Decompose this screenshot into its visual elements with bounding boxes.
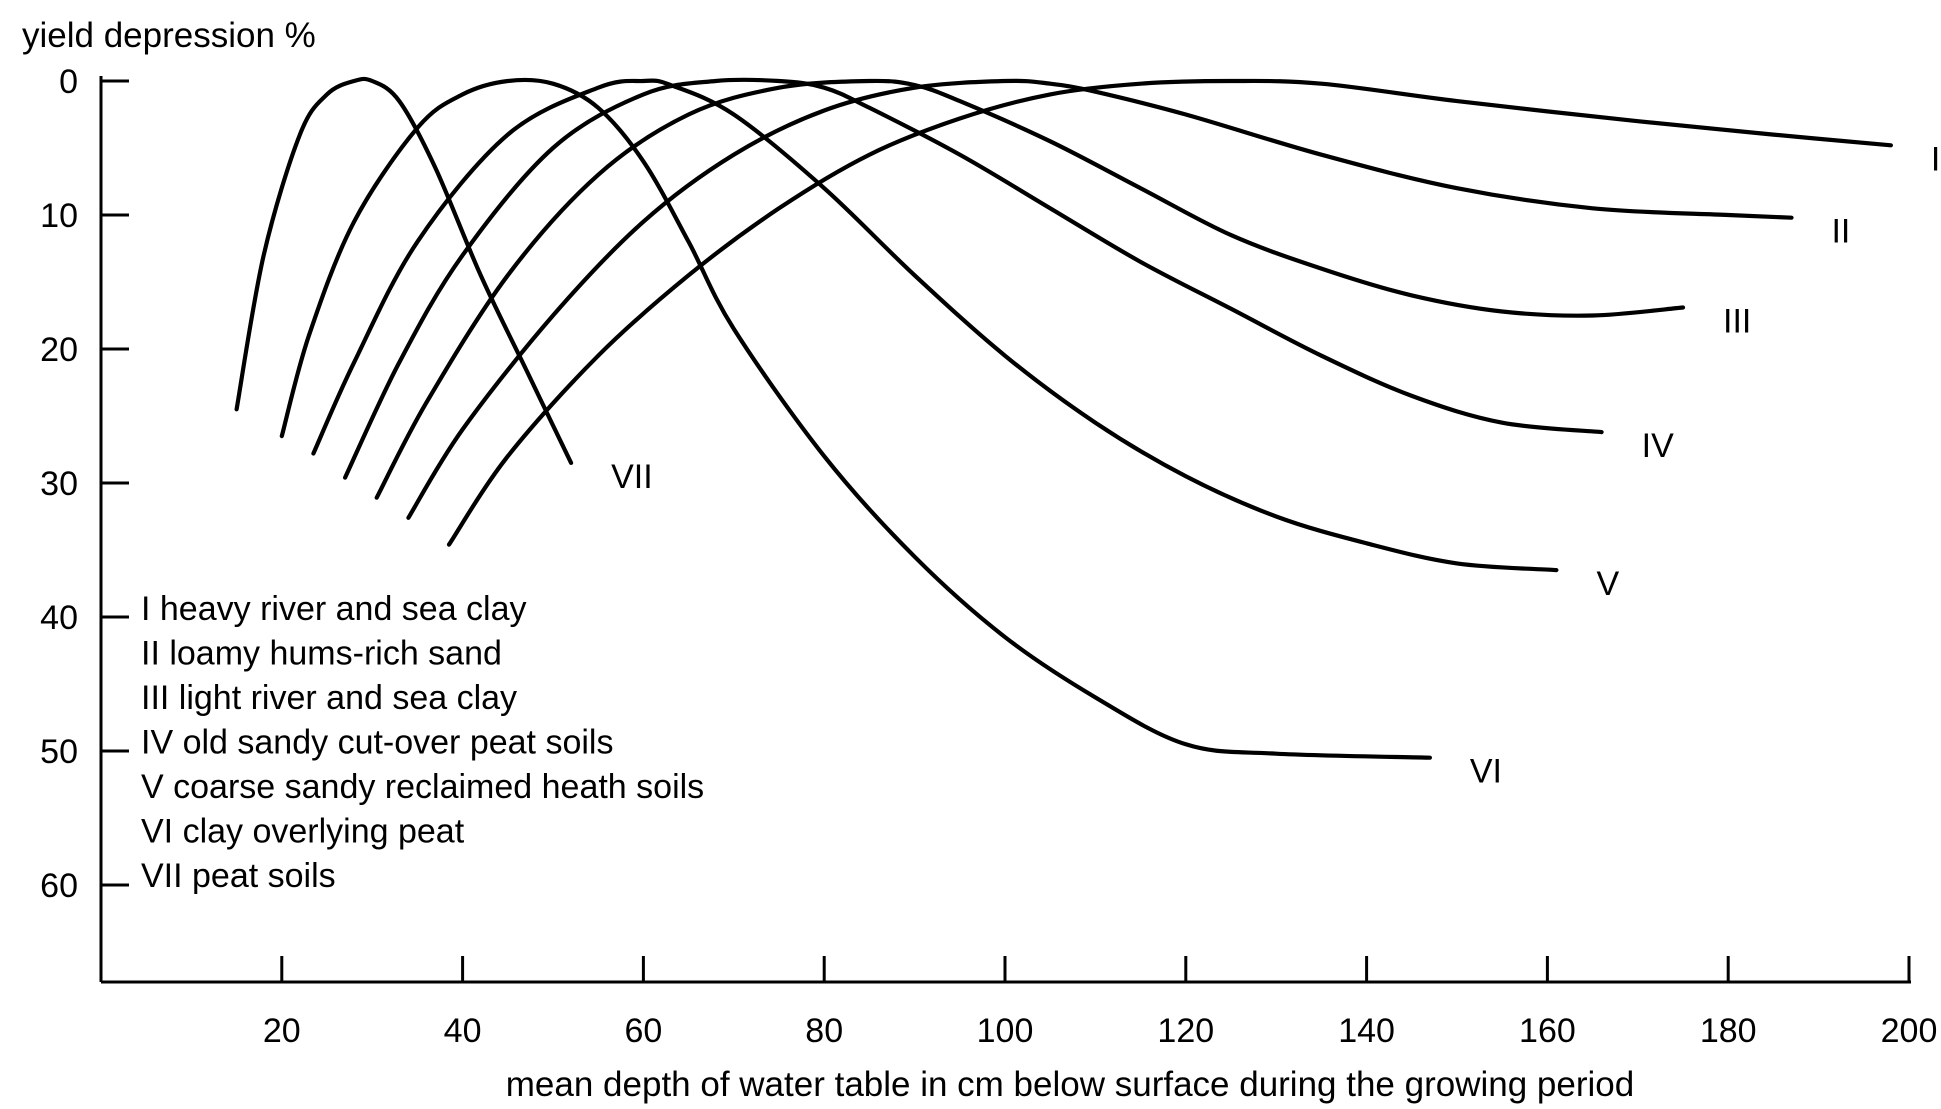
x-tick-label: 120 bbox=[1157, 1012, 1214, 1050]
series-line-i bbox=[446, 78, 1893, 547]
x-tick-label: 140 bbox=[1338, 1012, 1395, 1050]
series-label-iii: III bbox=[1723, 302, 1751, 340]
y-tick-label: 60 bbox=[40, 867, 78, 905]
series-label-iv: IV bbox=[1642, 427, 1674, 465]
series-line-vii bbox=[234, 76, 574, 465]
series-layer bbox=[234, 76, 1893, 760]
legend-item: V coarse sandy reclaimed heath soils bbox=[141, 768, 704, 806]
series-line-iii bbox=[374, 78, 1686, 500]
x-tick-label: 20 bbox=[263, 1012, 301, 1050]
x-tick-label: 80 bbox=[805, 1012, 843, 1050]
y-tick-label: 0 bbox=[59, 63, 78, 101]
legend: I heavy river and sea clay II loamy hums-… bbox=[141, 590, 704, 895]
series-label-i: I bbox=[1931, 140, 1940, 178]
axes: 0 10 20 30 40 50 60 20 40 60 80 100 120 140 160 180 200 bbox=[40, 63, 1937, 1050]
series-label-vi: VI bbox=[1470, 753, 1502, 791]
x-tick-label: 40 bbox=[444, 1012, 482, 1050]
x-tick-label: 100 bbox=[977, 1012, 1034, 1050]
series-label-vii: VII bbox=[611, 458, 653, 496]
series-line-vi bbox=[279, 77, 1432, 760]
legend-item: IV old sandy cut-over peat soils bbox=[141, 724, 613, 762]
series-label-ii: II bbox=[1831, 213, 1850, 251]
x-tick-label: 200 bbox=[1881, 1012, 1938, 1050]
y-tick-label: 50 bbox=[40, 733, 78, 771]
series-line-v bbox=[311, 78, 1559, 573]
y-tick-label: 40 bbox=[40, 599, 78, 637]
series-line-iv bbox=[343, 77, 1604, 480]
y-tick-label: 20 bbox=[40, 331, 78, 369]
legend-item: VI clay overlying peat bbox=[141, 813, 465, 851]
y-axis-label: yield depression % bbox=[22, 16, 316, 55]
legend-item: II loamy hums-rich sand bbox=[141, 635, 502, 673]
x-tick-label: 160 bbox=[1519, 1012, 1576, 1050]
x-axis-label: mean depth of water table in cm below su… bbox=[506, 1065, 1634, 1104]
y-tick-label: 30 bbox=[40, 465, 78, 503]
legend-item: VII peat soils bbox=[141, 857, 336, 895]
series-line-ii bbox=[406, 78, 1794, 520]
series-label-v: V bbox=[1596, 565, 1619, 603]
y-tick-label: 10 bbox=[40, 197, 78, 235]
x-tick-label: 180 bbox=[1700, 1012, 1757, 1050]
legend-item: III light river and sea clay bbox=[141, 679, 517, 717]
x-tick-label: 60 bbox=[624, 1012, 662, 1050]
legend-item: I heavy river and sea clay bbox=[141, 590, 527, 628]
